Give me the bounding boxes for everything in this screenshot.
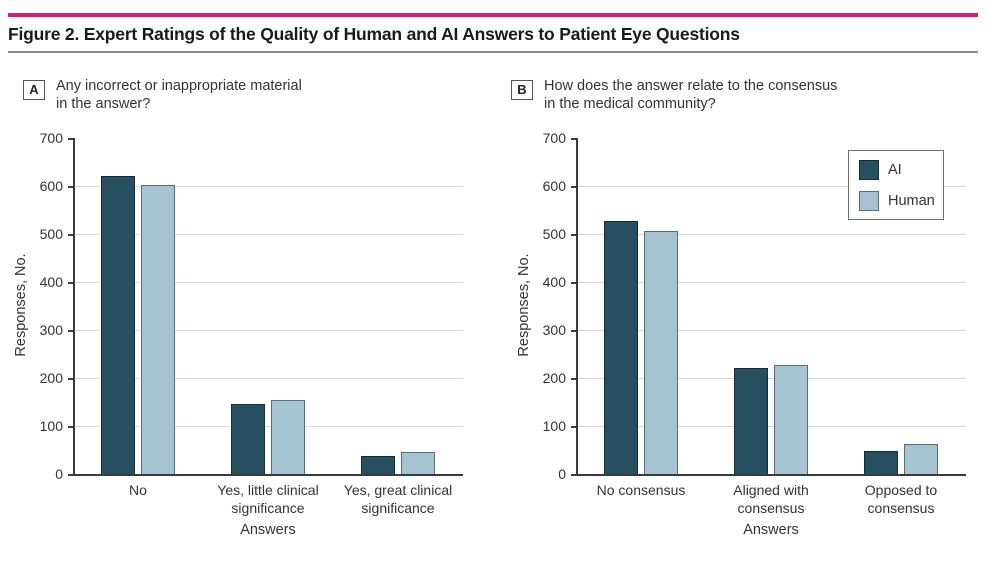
- bar-human-2: [774, 364, 808, 474]
- y-tick-label-100: 100: [542, 418, 566, 434]
- y-tick-label-500: 500: [542, 226, 566, 242]
- y-tick-400: [571, 282, 576, 284]
- y-tick-400: [68, 282, 73, 284]
- gridline-500: [576, 234, 966, 235]
- gridline-200: [576, 378, 966, 379]
- y-tick-label-700: 700: [39, 130, 63, 146]
- y-axis-line: [576, 138, 578, 474]
- figure-title: Figure 2. Expert Ratings of the Quality …: [8, 24, 740, 44]
- y-tick-100: [571, 426, 576, 428]
- bar-human-3: [904, 444, 938, 474]
- bar-human-1: [644, 231, 678, 474]
- bar-ai-1: [101, 176, 135, 474]
- gridline-200: [73, 378, 463, 379]
- category-label-2: Aligned with consensus: [733, 482, 809, 516]
- bar-ai-2: [231, 404, 265, 474]
- panel-label-b: B: [511, 80, 533, 100]
- y-tick-0: [68, 474, 73, 476]
- y-tick-label-100: 100: [39, 418, 63, 434]
- y-tick-500: [571, 234, 576, 236]
- legend-swatch-ai: [859, 160, 879, 180]
- category-label-1: No: [129, 482, 147, 498]
- y-tick-700: [571, 138, 576, 140]
- category-label-1: No consensus: [596, 482, 686, 498]
- x-axis-label: Answers: [743, 522, 799, 538]
- panel-a: A Any incorrect or inappropriate material…: [13, 78, 494, 558]
- y-tick-label-200: 200: [542, 370, 566, 386]
- y-tick-label-0: 0: [558, 466, 566, 482]
- bar-human-1: [141, 184, 175, 474]
- category-label-2: Yes, little clinical significance: [217, 482, 319, 516]
- panel-label-a: A: [23, 80, 45, 100]
- panel-question: Any incorrect or inappropriate material …: [56, 78, 302, 112]
- y-tick-600: [571, 186, 576, 188]
- y-tick-0: [571, 474, 576, 476]
- y-tick-200: [571, 378, 576, 380]
- legend-label-ai: AI: [888, 162, 902, 178]
- gridline-100: [73, 426, 463, 427]
- gridline-400: [73, 282, 463, 283]
- panel-header: A Any incorrect or inappropriate material…: [23, 78, 494, 113]
- bar-ai-3: [864, 451, 898, 474]
- y-tick-label-300: 300: [39, 322, 63, 338]
- title-divider: [8, 51, 978, 53]
- bar-ai-2: [734, 368, 768, 474]
- gridline-300: [576, 330, 966, 331]
- bar-ai-1: [604, 221, 638, 474]
- y-tick-label-700: 700: [542, 130, 566, 146]
- legend-entry-human: Human: [859, 191, 935, 211]
- bar-human-3: [401, 452, 435, 474]
- y-axis-label: Responses, No.: [516, 253, 532, 357]
- bar-ai-3: [361, 455, 395, 474]
- legend-label-human: Human: [888, 193, 935, 209]
- x-axis-line: [576, 474, 966, 476]
- y-tick-700: [68, 138, 73, 140]
- y-tick-600: [68, 186, 73, 188]
- y-tick-300: [571, 330, 576, 332]
- x-axis-label: Answers: [240, 522, 296, 538]
- category-label-3: Opposed to consensus: [864, 482, 938, 516]
- y-axis-label: Responses, No.: [13, 253, 29, 357]
- gridline-300: [73, 330, 463, 331]
- legend-entry-ai: AI: [859, 160, 902, 180]
- gridline-500: [73, 234, 463, 235]
- y-tick-label-200: 200: [39, 370, 63, 386]
- panel-question: How does the answer relate to the consen…: [544, 78, 838, 112]
- y-tick-label-500: 500: [39, 226, 63, 242]
- gridline-400: [576, 282, 966, 283]
- y-tick-label-600: 600: [542, 178, 566, 194]
- y-tick-100: [68, 426, 73, 428]
- y-tick-label-0: 0: [55, 466, 63, 482]
- y-axis-line: [73, 138, 75, 474]
- y-tick-label-400: 400: [39, 274, 63, 290]
- y-tick-300: [68, 330, 73, 332]
- gridline-600: [73, 186, 463, 187]
- y-tick-label-600: 600: [39, 178, 63, 194]
- accent-rule: [8, 13, 978, 17]
- y-tick-label-400: 400: [542, 274, 566, 290]
- gridline-100: [576, 426, 966, 427]
- legend-swatch-human: [859, 191, 879, 211]
- y-tick-200: [68, 378, 73, 380]
- panel-header: B How does the answer relate to the conse…: [511, 78, 982, 113]
- category-label-3: Yes, great clinical significance: [343, 482, 453, 516]
- x-axis-line: [73, 474, 463, 476]
- gridline-600: [576, 186, 966, 187]
- bar-human-2: [271, 399, 305, 474]
- legend: AI Human: [848, 150, 944, 220]
- y-tick-label-300: 300: [542, 322, 566, 338]
- panel-b: B How does the answer relate to the conse…: [502, 78, 982, 558]
- y-tick-500: [68, 234, 73, 236]
